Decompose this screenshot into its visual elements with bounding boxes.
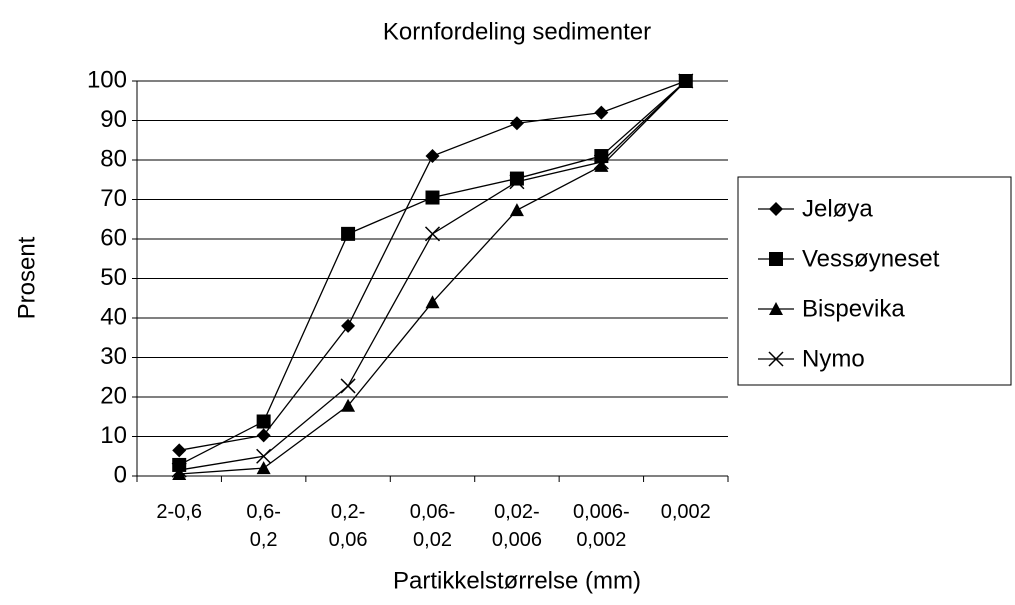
y-tick-label: 70 [100,185,127,212]
marker [769,252,783,266]
marker [769,302,783,315]
marker [172,467,187,481]
legend-label: Nymo [802,345,865,372]
chart-title: Kornfordeling sedimenter [383,18,651,45]
marker [172,443,187,458]
marker [509,174,525,190]
marker [256,461,271,475]
y-tick-label: 0 [114,461,127,488]
marker [509,203,524,217]
marker [256,428,271,443]
x-tick-label: 0,6-0,2 [246,501,281,551]
marker [593,154,609,170]
y-tick-label: 30 [100,343,127,370]
marker [256,448,272,464]
series-line [179,80,687,475]
series-line [178,80,687,466]
marker [424,226,441,242]
y-tick-label: 10 [100,422,127,449]
marker [678,73,694,89]
marker [341,318,356,333]
marker [509,171,524,186]
x-tick-label: 0,02-0,006 [491,501,542,551]
x-tick-label: 0,06-0,02 [409,501,456,551]
marker [769,202,783,216]
x-tick-label: 0,2-0,06 [328,501,368,551]
marker [425,149,440,164]
marker [341,226,356,241]
x-tick-label: 2-0,6 [156,501,202,523]
y-tick-label: 80 [100,145,127,172]
y-tick-label: 90 [100,106,127,133]
marker [594,158,609,172]
y-axis-label: Prosent [13,236,40,319]
marker [768,351,784,367]
y-tick-label: 20 [100,382,127,409]
y-tick-label: 100 [87,66,127,93]
x-tick-label: 0,006-0,002 [572,501,630,551]
marker [171,462,187,478]
x-axis-label: Partikkelstørrelse (mm) [393,567,641,594]
marker [172,457,187,472]
series-line [179,80,687,451]
legend-label: Bispevika [802,295,905,322]
legend-label: Vessøyneset [802,245,940,272]
y-tick-label: 40 [100,303,127,330]
marker [425,190,440,205]
marker [425,295,440,309]
series-line [179,80,687,471]
marker [341,398,356,412]
marker [594,149,609,164]
marker [340,378,356,394]
y-tick-label: 50 [100,264,127,291]
marker [256,414,271,429]
legend-label: Jeløya [802,195,873,222]
y-tick-label: 60 [100,224,127,251]
legend-box [737,176,1012,386]
marker [509,116,524,131]
x-tick-label: 0,002 [660,501,711,523]
marker [594,105,609,120]
